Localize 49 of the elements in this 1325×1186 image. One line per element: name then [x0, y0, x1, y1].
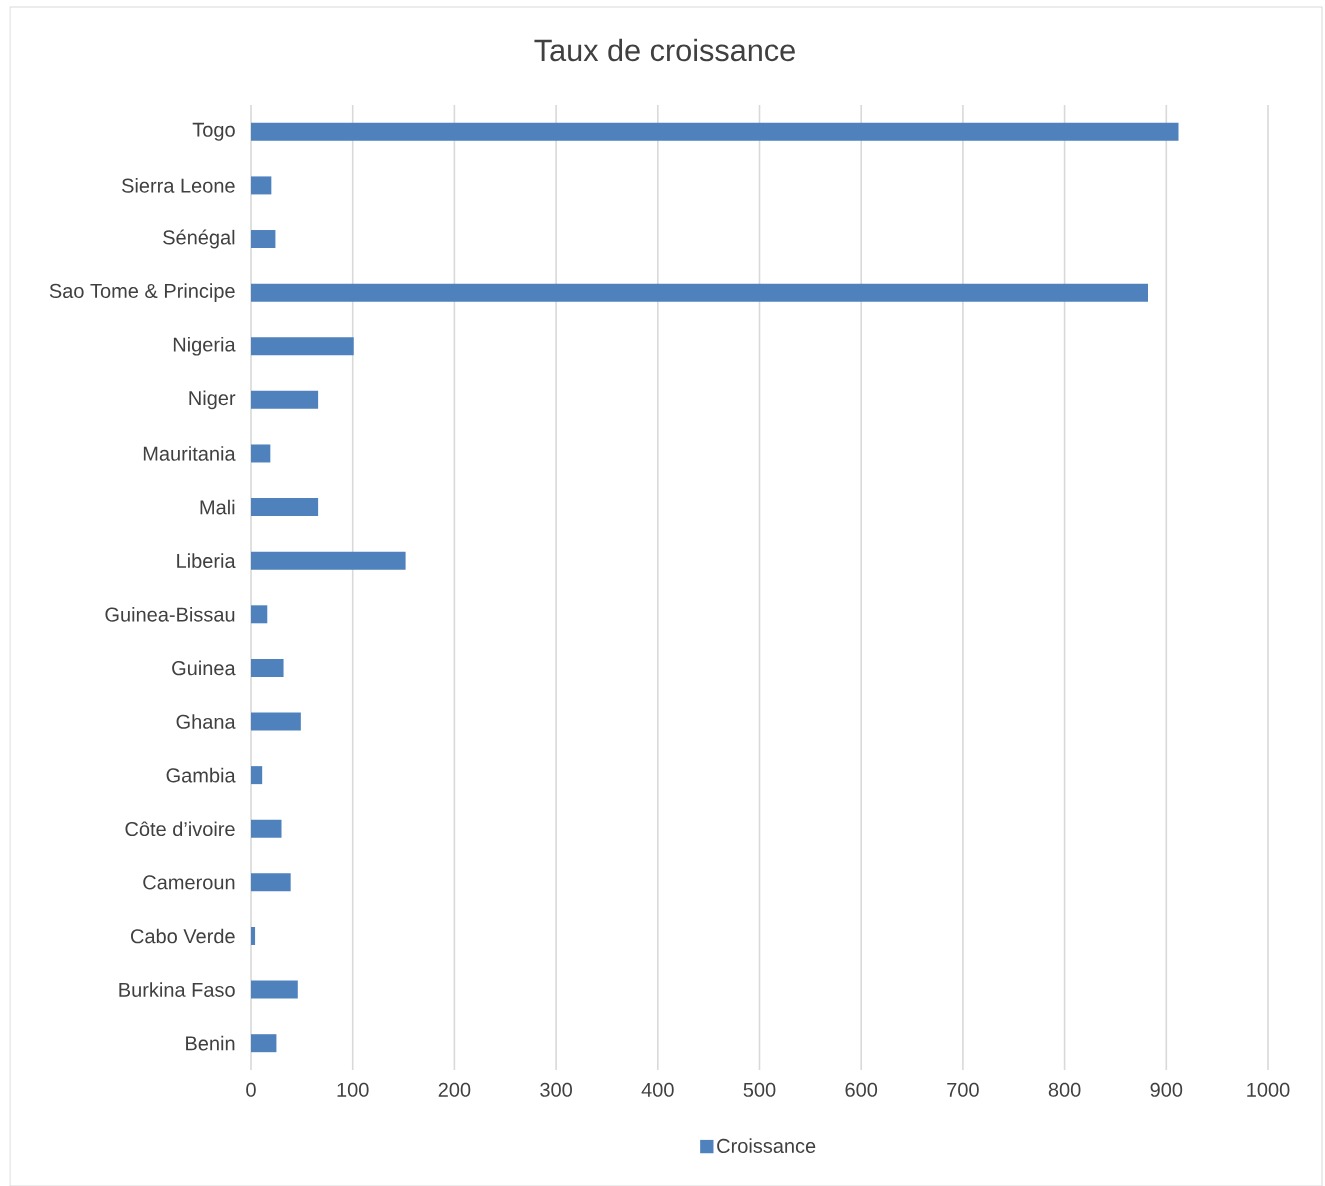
y-tick-label: Mali: [200, 499, 235, 515]
y-tick-label: Sénégal: [163, 229, 235, 249]
y-tick-label: Mauritania: [143, 445, 236, 461]
bar: [251, 712, 301, 731]
y-tick-label: Sierra Leone: [122, 177, 235, 193]
bar: [251, 176, 272, 195]
bar: [251, 980, 298, 999]
y-tick-label: Benin: [186, 1035, 235, 1051]
x-tick-label: 800: [1048, 1082, 1081, 1097]
bar: [251, 497, 319, 516]
y-tick-label: Nigeria: [173, 336, 236, 356]
bar: [251, 551, 406, 570]
bar: [251, 926, 256, 945]
x-tick-label: 300: [540, 1082, 572, 1097]
chart-title: Taux de croissance: [534, 38, 795, 61]
y-tick-label: Guinea: [172, 660, 236, 676]
x-tick-label: 500: [743, 1082, 776, 1097]
y-tick-label: Guinea-Bissau: [105, 606, 235, 622]
bar: [251, 873, 291, 892]
x-tick-label: 900: [1150, 1082, 1183, 1097]
bar: [251, 819, 282, 838]
x-tick-label: 600: [845, 1082, 878, 1097]
bar: [251, 337, 354, 356]
x-tick-label: 0: [246, 1082, 256, 1097]
bar: [251, 605, 268, 624]
x-tick-label: 200: [438, 1082, 471, 1097]
y-tick-label: Burkina Faso: [119, 982, 235, 997]
y-tick-label: Liberia: [177, 553, 236, 568]
bar: [251, 390, 319, 409]
x-tick-label: 400: [641, 1082, 674, 1097]
bar: [251, 444, 271, 463]
y-tick-label: Cabo Verde: [131, 928, 235, 944]
bar: [251, 658, 284, 677]
y-tick-label: Niger: [189, 390, 236, 409]
bar: [251, 765, 263, 784]
y-tick-label: Côte d’ivoire: [125, 821, 235, 836]
bar: [251, 122, 1179, 141]
bar: [251, 229, 276, 248]
bar: [251, 1033, 277, 1052]
y-tick-label: Gambia: [166, 767, 236, 783]
bar: [251, 283, 1148, 302]
x-tick-label: 700: [947, 1082, 979, 1097]
x-tick-label: 100: [337, 1082, 369, 1097]
y-tick-label: Sao Tome & Principe: [49, 283, 235, 302]
x-tick-label: 1000: [1247, 1082, 1290, 1097]
legend-label: Croissance: [717, 1138, 816, 1153]
y-tick-label: Togo: [192, 122, 235, 141]
y-tick-label: Cameroun: [143, 875, 235, 890]
y-tick-label: Ghana: [176, 713, 236, 729]
